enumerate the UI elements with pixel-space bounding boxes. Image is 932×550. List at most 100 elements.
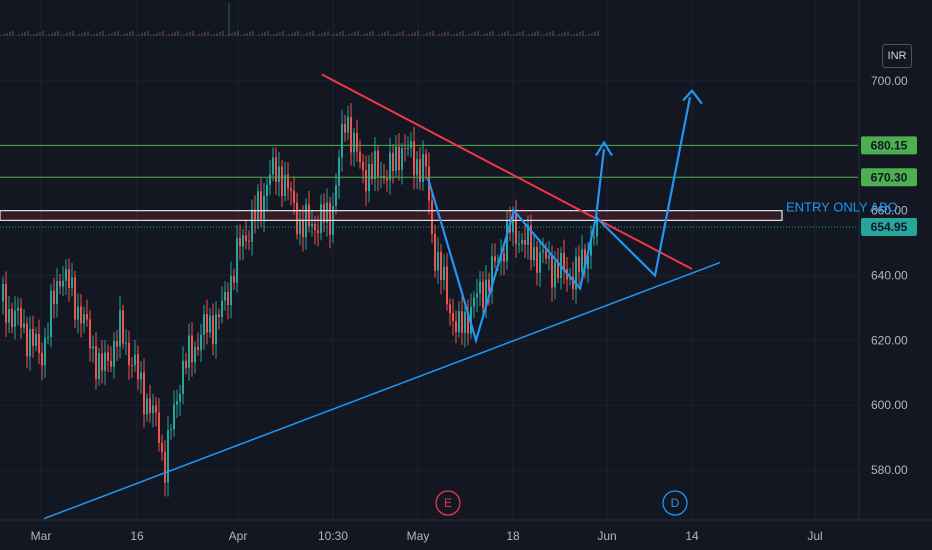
candle-body (446, 266, 448, 305)
price-tick-label: 600.00 (871, 398, 908, 412)
candle-body (101, 353, 103, 371)
time-tick-label: 16 (130, 529, 144, 543)
volume-bar (177, 31, 179, 36)
volume-bar (48, 34, 50, 36)
volume-bar (189, 32, 191, 36)
volume-bar (243, 34, 245, 36)
volume-bar (234, 32, 236, 36)
volume-bar (363, 34, 365, 36)
volume-bar (165, 35, 167, 36)
entry-annotation: ENTRY ONLY ABO (786, 199, 898, 214)
candle-body (110, 360, 112, 367)
candle-body (458, 311, 460, 333)
volume-bar (570, 35, 572, 36)
volume-bar (285, 35, 287, 36)
volume-bar (591, 33, 593, 36)
volume-bar (192, 31, 194, 36)
volume-bar (132, 31, 134, 36)
candle-body (410, 141, 412, 148)
candle-body (260, 191, 262, 220)
candle-body (26, 323, 28, 357)
candle-body (170, 429, 172, 431)
candle-body (161, 443, 163, 453)
candle-body (482, 281, 484, 308)
volume-bar (255, 35, 257, 36)
candle-body (407, 147, 409, 149)
candle-body (203, 314, 205, 335)
volume-bar (75, 35, 77, 36)
volume-bar (183, 34, 185, 36)
event-marker-circle (662, 490, 688, 516)
time-axis[interactable]: Mar 16 Apr 10:30 May 18 Jun 14 Jul (0, 519, 932, 543)
volume-bar (45, 35, 47, 36)
candle-body (281, 166, 283, 197)
volume-bar (264, 32, 266, 36)
volume-bar (159, 32, 161, 36)
candle-body (122, 310, 124, 344)
candle-body (425, 154, 427, 167)
entry-zone (0, 210, 783, 221)
candle-body (449, 304, 451, 314)
volume-bar (333, 34, 335, 36)
volume-bar (231, 33, 233, 36)
volume-bar (84, 32, 86, 36)
candle-body (374, 150, 376, 180)
volume-bar (582, 31, 584, 36)
candle-body (416, 159, 418, 176)
volume-bar (339, 32, 341, 36)
candle-body (308, 204, 310, 227)
volume-bar (18, 34, 20, 36)
volume-bar (522, 31, 524, 36)
volume-bar (492, 31, 494, 36)
price-axis[interactable]: 700.00 660.00 640.00 620.00 600.00 580.00 (858, 0, 908, 520)
volume-bar (429, 32, 431, 36)
volume-bar (495, 35, 497, 36)
volume-bar (567, 31, 569, 36)
volume-bar (123, 34, 125, 36)
volume-bar (66, 33, 68, 36)
volume-bar (282, 31, 284, 36)
candle-body (413, 141, 415, 176)
candle-body (140, 372, 142, 380)
candle-body (389, 152, 391, 181)
candle-body (56, 281, 58, 305)
volume-bar (222, 31, 224, 36)
time-tick-label: 10:30 (318, 529, 348, 543)
volume-bar (12, 31, 14, 36)
volume-bar (336, 33, 338, 36)
volume-bar (240, 35, 242, 36)
drawings (0, 73, 858, 520)
volume-bar (462, 31, 464, 36)
volume-bar (216, 33, 218, 36)
candle-body (269, 174, 271, 185)
volume-bar (576, 33, 578, 36)
price-tag-label: 654.95 (871, 220, 908, 234)
candle-body (119, 310, 121, 347)
candle-body (356, 133, 358, 152)
volume-bar (144, 32, 146, 36)
candle-body (479, 281, 481, 294)
volume-bar (246, 33, 248, 36)
currency-label[interactable]: INR (882, 44, 912, 68)
candle-body (557, 262, 559, 279)
volume-bar (474, 32, 476, 36)
candle-body (242, 235, 244, 247)
volume-bar (258, 34, 260, 36)
event-marker-label: E (444, 496, 452, 510)
resistance-trendline (321, 73, 693, 270)
volume-bar (297, 31, 299, 36)
volume-bar (42, 31, 44, 36)
volume-bar (129, 32, 131, 36)
candle-body (503, 253, 505, 262)
candle-body (50, 290, 52, 337)
volume-bar (36, 33, 38, 36)
candle-body (473, 297, 475, 307)
volume-bar (534, 32, 536, 36)
candle-body (236, 237, 238, 283)
candle-body (62, 280, 64, 287)
time-tick-label: 14 (685, 529, 699, 543)
time-tick-label: Mar (31, 529, 52, 543)
candle-body (344, 124, 346, 133)
